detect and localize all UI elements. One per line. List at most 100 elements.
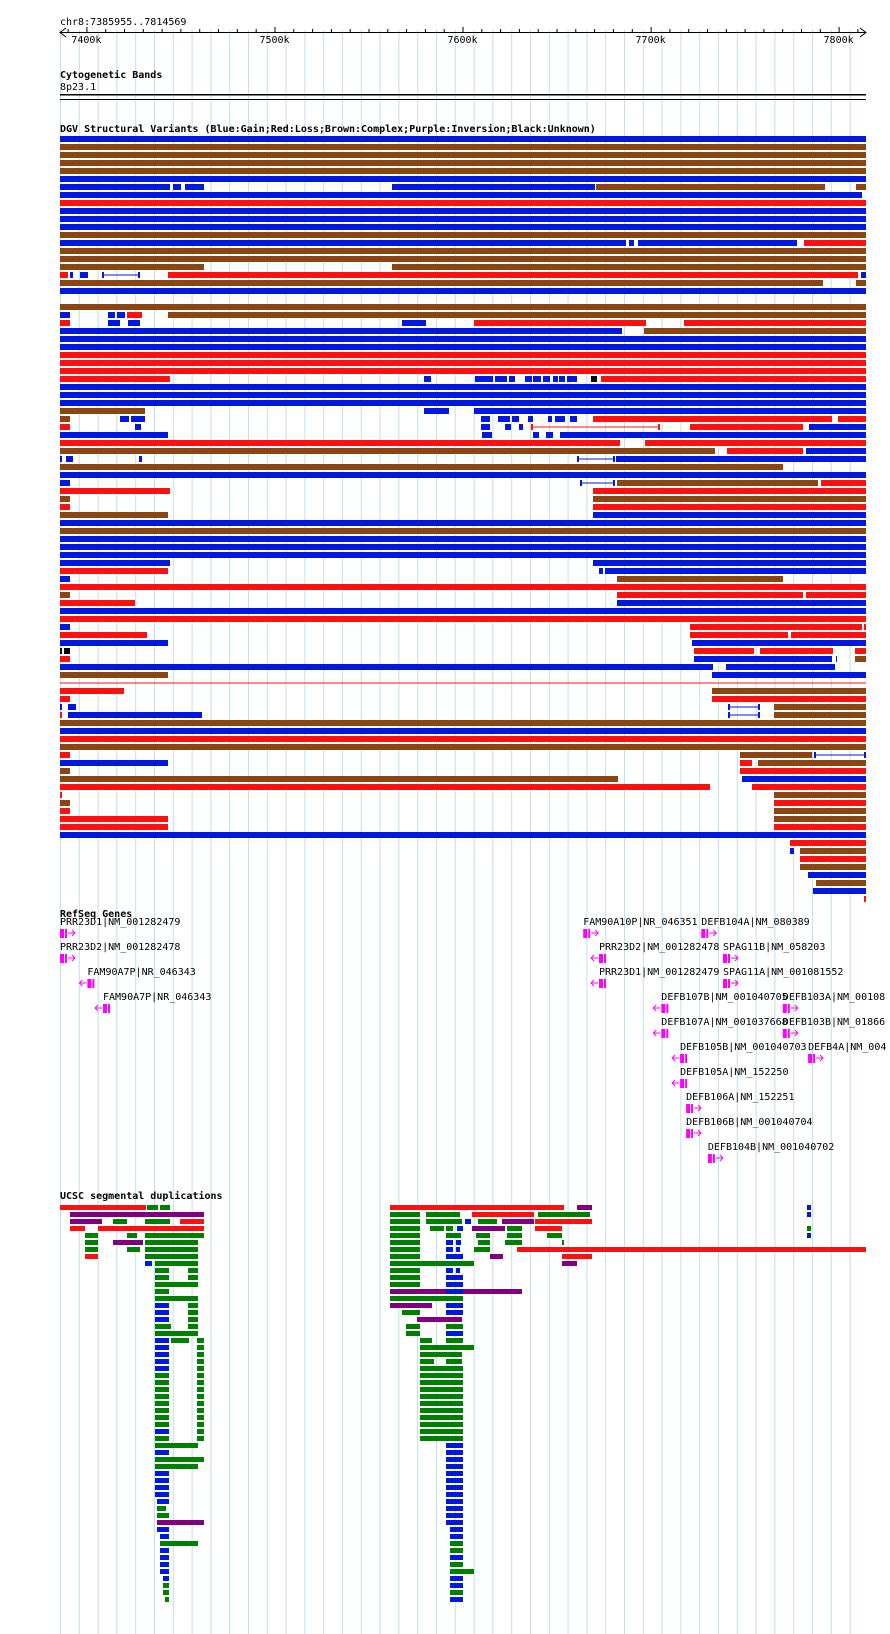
- segdup-feature[interactable]: [145, 1254, 198, 1259]
- dgv-variant[interactable]: [60, 696, 70, 702]
- dgv-variant[interactable]: [60, 824, 168, 830]
- dgv-variant[interactable]: [690, 424, 803, 430]
- segdup-feature[interactable]: [807, 1212, 811, 1217]
- dgv-variant[interactable]: [68, 704, 76, 710]
- segdup-feature[interactable]: [197, 1373, 204, 1378]
- gene-exon[interactable]: [583, 929, 588, 938]
- segdup-feature[interactable]: [85, 1233, 98, 1238]
- dgv-variant[interactable]: [806, 448, 866, 454]
- gene-label[interactable]: PRR23D2|NM_001282478: [60, 942, 180, 953]
- segdup-feature[interactable]: [535, 1219, 592, 1224]
- segdup-feature[interactable]: [446, 1275, 463, 1280]
- segdup-feature[interactable]: [420, 1415, 463, 1420]
- dgv-variant[interactable]: [861, 272, 866, 278]
- dgv-variant[interactable]: [864, 624, 866, 630]
- dgv-variant[interactable]: [108, 320, 120, 326]
- refseq-gene-features[interactable]: PRR23D1|NM_001282479 PRR23D2|NM_001282478…: [60, 917, 886, 1163]
- segdup-feature[interactable]: [507, 1233, 522, 1238]
- segdup-feature[interactable]: [160, 1534, 169, 1539]
- dgv-variant[interactable]: [60, 672, 168, 678]
- segdup-feature[interactable]: [446, 1506, 463, 1511]
- segdup-feature[interactable]: [446, 1457, 463, 1462]
- segdup-feature[interactable]: [127, 1233, 137, 1238]
- dgv-variant[interactable]: [864, 896, 866, 902]
- segdup-feature[interactable]: [155, 1394, 169, 1399]
- dgv-variant[interactable]: [60, 424, 70, 430]
- segdup-feature[interactable]: [390, 1303, 432, 1308]
- dgv-variant[interactable]: [120, 416, 129, 422]
- gene-label[interactable]: DEFB107A|NM_001037668: [661, 1017, 787, 1028]
- dgv-variant[interactable]: [593, 488, 866, 494]
- dgv-variant[interactable]: [60, 682, 866, 684]
- dgv-variant[interactable]: [774, 824, 866, 830]
- segdup-feature[interactable]: [188, 1268, 198, 1273]
- dgv-variant[interactable]: [728, 704, 730, 710]
- dgv-variant[interactable]: [60, 592, 70, 598]
- segdup-feature[interactable]: [155, 1457, 204, 1462]
- segdup-feature[interactable]: [155, 1366, 169, 1371]
- segdup-feature[interactable]: [456, 1247, 460, 1252]
- dgv-variant[interactable]: [60, 568, 168, 574]
- segdup-feature[interactable]: [155, 1429, 169, 1434]
- dgv-variant[interactable]: [593, 496, 866, 502]
- segdup-feature[interactable]: [446, 1499, 463, 1504]
- segdup-feature[interactable]: [157, 1513, 169, 1518]
- segdup-feature[interactable]: [165, 1597, 169, 1602]
- segdup-feature[interactable]: [188, 1275, 198, 1280]
- dgv-variant[interactable]: [758, 760, 866, 766]
- dgv-variant[interactable]: [60, 328, 622, 334]
- segdup-feature[interactable]: [163, 1576, 169, 1581]
- gene-exon[interactable]: [813, 1054, 816, 1063]
- dgv-variant[interactable]: [60, 152, 866, 158]
- dgv-variant[interactable]: [774, 712, 866, 718]
- dgv-variant[interactable]: [616, 456, 866, 462]
- dgv-variant[interactable]: [728, 712, 730, 718]
- segdup-feature[interactable]: [390, 1261, 474, 1266]
- segdup-feature[interactable]: [446, 1289, 463, 1294]
- segdup-feature[interactable]: [390, 1226, 420, 1231]
- dgv-variant[interactable]: [60, 184, 170, 190]
- dgv-variant[interactable]: [138, 272, 140, 278]
- dgv-variant[interactable]: [60, 136, 866, 142]
- dgv-variant[interactable]: [474, 408, 866, 414]
- segdup-feature[interactable]: [562, 1240, 564, 1245]
- segdup-feature[interactable]: [426, 1212, 460, 1217]
- dgv-variant[interactable]: [593, 416, 832, 422]
- dgv-variant[interactable]: [856, 280, 866, 286]
- dgv-variant[interactable]: [60, 552, 866, 558]
- segdup-feature[interactable]: [155, 1275, 169, 1280]
- segdup-feature[interactable]: [160, 1548, 169, 1553]
- segdup-feature[interactable]: [113, 1240, 143, 1245]
- dgv-variant[interactable]: [60, 744, 866, 750]
- dgv-variant[interactable]: [856, 184, 866, 190]
- segdup-feature[interactable]: [155, 1478, 169, 1483]
- dgv-variant[interactable]: [760, 648, 833, 654]
- gene-label[interactable]: FAM90A10P|NR_046351: [583, 917, 697, 928]
- dgv-variant[interactable]: [60, 416, 70, 422]
- dgv-variant[interactable]: [800, 856, 866, 862]
- segdup-feature[interactable]: [446, 1240, 453, 1245]
- dgv-variant[interactable]: [60, 720, 866, 726]
- segdup-feature[interactable]: [145, 1233, 204, 1238]
- segdup-feature[interactable]: [446, 1478, 463, 1483]
- dgv-variant[interactable]: [392, 184, 595, 190]
- gene-label[interactable]: DEFB106B|NM_001040704: [686, 1117, 812, 1128]
- segdup-feature[interactable]: [180, 1219, 204, 1224]
- segdup-feature[interactable]: [417, 1317, 462, 1322]
- segdup-feature[interactable]: [472, 1226, 505, 1231]
- dgv-variant[interactable]: [548, 416, 552, 422]
- segdup-feature[interactable]: [160, 1569, 169, 1574]
- segdup-feature[interactable]: [446, 1520, 463, 1525]
- segdup-feature[interactable]: [155, 1296, 198, 1301]
- dgv-variant[interactable]: [127, 312, 142, 318]
- gene-exon[interactable]: [60, 929, 64, 938]
- dgv-variant[interactable]: [559, 376, 565, 382]
- gene-exon[interactable]: [685, 1054, 688, 1063]
- dgv-variant[interactable]: [814, 754, 866, 756]
- segdup-feature[interactable]: [188, 1303, 198, 1308]
- dgv-variant[interactable]: [60, 304, 866, 310]
- dgv-variant[interactable]: [593, 504, 866, 510]
- gene-label[interactable]: DEFB105A|NM_152250: [680, 1067, 788, 1078]
- segdup-feature[interactable]: [420, 1345, 474, 1350]
- segdup-feature[interactable]: [456, 1268, 460, 1273]
